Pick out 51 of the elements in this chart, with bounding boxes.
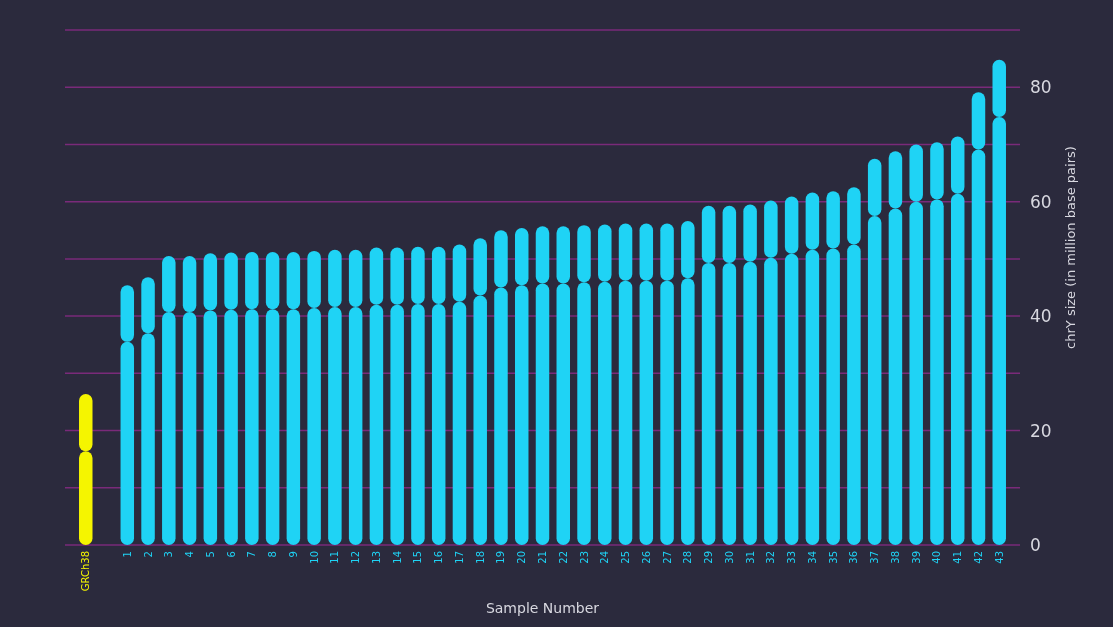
x-tick-label: 21 bbox=[537, 551, 548, 564]
x-tick-label: 16 bbox=[433, 551, 445, 564]
x-tick-label: 36 bbox=[848, 551, 860, 564]
x-tick-label: 23 bbox=[578, 551, 590, 564]
x-tick-label: 43 bbox=[993, 551, 1005, 564]
x-tick-label: 30 bbox=[723, 551, 735, 564]
y-tick-label: 20 bbox=[1030, 420, 1052, 441]
x-tick-label: 31 bbox=[744, 551, 756, 564]
x-tick-label: 7 bbox=[246, 551, 258, 558]
x-tick-label: 19 bbox=[495, 551, 507, 564]
x-tick-label: 6 bbox=[225, 551, 237, 558]
x-tick-label: 35 bbox=[827, 551, 839, 564]
x-tick-label: GRCh38 bbox=[80, 551, 92, 592]
x-tick-label: 29 bbox=[703, 551, 715, 564]
y-tick-label: 60 bbox=[1030, 191, 1052, 212]
x-tick-label: 22 bbox=[557, 551, 569, 564]
x-tick-label: 11 bbox=[329, 551, 341, 564]
y-axis-title: chrY size (in million base pairs) bbox=[1063, 146, 1078, 349]
x-tick-label: 42 bbox=[972, 551, 984, 564]
x-tick-label: 13 bbox=[370, 551, 382, 564]
x-tick-label: 4 bbox=[184, 551, 196, 558]
x-tick-label: 24 bbox=[599, 551, 611, 564]
y-tick-label: 0 bbox=[1030, 534, 1041, 555]
x-tick-label: 32 bbox=[765, 551, 777, 564]
x-tick-label: 33 bbox=[786, 551, 798, 564]
x-tick-label: 27 bbox=[661, 551, 673, 564]
x-tick-label: 20 bbox=[516, 551, 528, 564]
x-tick-label: 28 bbox=[682, 551, 694, 564]
x-tick-label: 40 bbox=[931, 551, 943, 564]
x-tick-label: 8 bbox=[267, 551, 279, 558]
x-tick-label: 38 bbox=[889, 551, 901, 564]
x-tick-label: 18 bbox=[474, 551, 486, 564]
x-tick-label: 14 bbox=[391, 551, 403, 564]
x-tick-label: 5 bbox=[204, 551, 216, 558]
x-tick-label: 39 bbox=[910, 551, 922, 564]
y-tick-label: 40 bbox=[1030, 306, 1052, 327]
x-axis-title: Sample Number bbox=[485, 600, 600, 616]
x-tick-label: 10 bbox=[308, 551, 320, 564]
x-tick-label: 15 bbox=[412, 551, 424, 564]
x-tick-label: 37 bbox=[869, 551, 881, 564]
x-tick-label: 34 bbox=[806, 551, 818, 564]
x-tick-label: 3 bbox=[163, 551, 175, 558]
x-tick-label: 12 bbox=[350, 551, 362, 564]
x-tick-label: 1 bbox=[121, 551, 133, 558]
x-tick-label: 26 bbox=[640, 551, 652, 564]
x-tick-label: 17 bbox=[453, 551, 465, 564]
x-tick-label: 25 bbox=[620, 551, 632, 564]
x-tick-label: 41 bbox=[952, 551, 964, 564]
x-tick-label: 9 bbox=[287, 551, 299, 558]
y-tick-label: 80 bbox=[1030, 77, 1052, 98]
x-tick-label: 2 bbox=[142, 551, 154, 558]
